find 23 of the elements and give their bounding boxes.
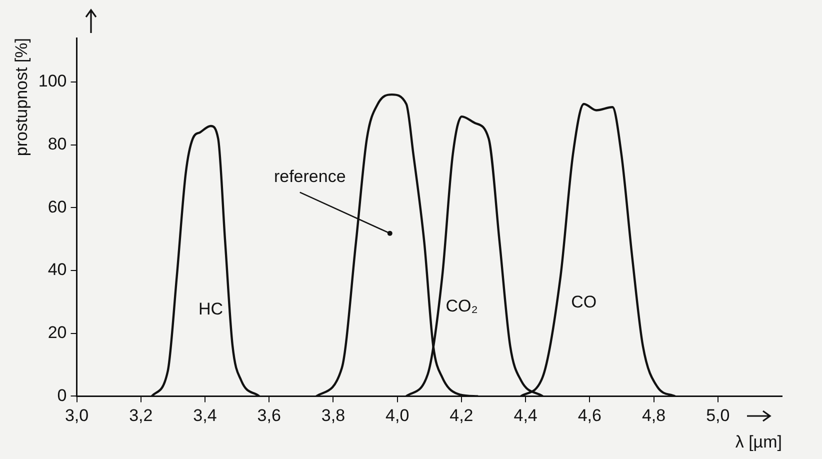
x-tick-label: 3,0 (64, 406, 89, 426)
y-tick-label: 60 (48, 197, 67, 216)
x-tick-label: 4,0 (386, 406, 410, 426)
y-tick-label: 80 (48, 134, 67, 154)
y-tick-label: 0 (57, 386, 67, 405)
x-tick-label: 4,8 (642, 406, 666, 426)
y-tick-label: 100 (38, 72, 67, 91)
y-axis-title: prostupnost [%] (12, 38, 31, 156)
y-tick-label: 40 (48, 260, 67, 280)
x-tick-label: 5,0 (706, 406, 730, 426)
x-tick-label: 4,2 (450, 406, 474, 426)
series-label: CO₂ (446, 296, 478, 316)
x-tick-label: 3,6 (257, 406, 281, 426)
x-tick-label: 4,4 (514, 406, 538, 426)
series-label: HC (198, 299, 224, 318)
series-label: CO (571, 292, 597, 312)
x-axis-title: λ [µm] (735, 432, 782, 452)
x-tick-label: 3,4 (193, 406, 217, 426)
series-label: reference (274, 167, 346, 186)
x-tick-label: 4,6 (578, 406, 602, 426)
y-tick-label: 20 (48, 323, 67, 342)
x-tick-label: 3,2 (129, 406, 153, 426)
x-tick-label: 3,8 (321, 406, 346, 426)
